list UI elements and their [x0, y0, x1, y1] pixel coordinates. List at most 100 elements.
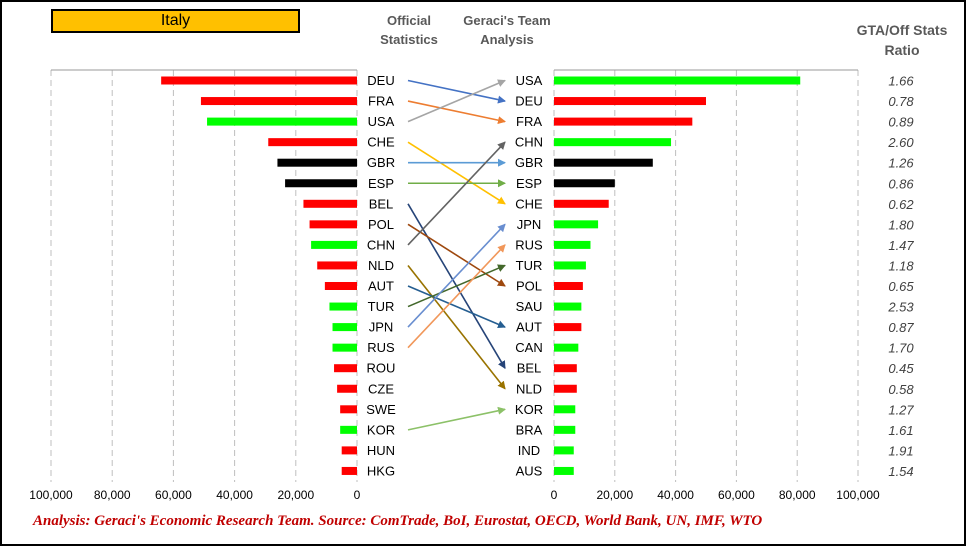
arrow-usa	[407, 79, 506, 123]
official-bar-aut	[324, 282, 357, 290]
geraci-header-line1: Geraci's Team	[463, 13, 551, 28]
geraci-bar-pol	[554, 282, 583, 290]
geraci-label-chn: CHN	[515, 135, 543, 150]
geraci-bar-aus	[554, 466, 574, 475]
arrow-nld	[407, 264, 506, 390]
geraci-label-che: CHE	[515, 196, 543, 211]
arrow-che	[407, 141, 506, 205]
arrow-aut	[407, 285, 506, 329]
left-tick-label: 20,000	[277, 488, 314, 502]
ratio-value: 1.61	[888, 423, 913, 438]
arrow-kor	[407, 406, 506, 431]
official-label-esp: ESP	[368, 176, 394, 191]
official-bar-jpn	[332, 323, 357, 332]
ratio-value: 1.91	[888, 443, 913, 458]
arrow-deu	[407, 79, 506, 104]
geraci-bar-chn	[554, 138, 672, 147]
geraci-bar-sau	[554, 302, 582, 311]
geraci-label-gbr: GBR	[515, 155, 543, 170]
arrow-tur	[407, 264, 506, 308]
official-bar-gbr	[277, 158, 357, 167]
geraci-bar-ind	[554, 446, 574, 455]
right-tick-label: 20,000	[596, 488, 633, 502]
ratio-value: 0.87	[888, 320, 914, 335]
official-label-nld: NLD	[368, 258, 394, 273]
ratio-value: 1.26	[888, 156, 914, 171]
official-label-cze: CZE	[368, 381, 394, 396]
country-label: Italy	[51, 9, 300, 33]
geraci-label-usa: USA	[516, 73, 543, 88]
official-bar-chn	[311, 240, 357, 249]
official-bar-tur	[329, 302, 357, 311]
official-label-kor: KOR	[367, 422, 395, 437]
official-label-bel: BEL	[369, 196, 394, 211]
geraci-label-nld: NLD	[516, 381, 542, 396]
official-label-che: CHE	[367, 135, 395, 150]
geraci-bar-jpn	[554, 220, 599, 229]
geraci-label-fra: FRA	[516, 114, 542, 129]
official-label-fra: FRA	[368, 94, 394, 109]
ratio-value: 1.80	[888, 217, 914, 232]
ratio-value: 1.27	[888, 402, 914, 417]
geraci-bar-esp	[554, 179, 615, 188]
ratio-value: 1.54	[888, 464, 913, 479]
geraci-analysis-header: Geraci's Team Analysis	[452, 11, 562, 49]
geraci-label-bra: BRA	[516, 422, 543, 437]
arrow-fra	[407, 100, 506, 125]
geraci-label-pol: POL	[516, 279, 542, 294]
official-bar-che	[268, 138, 357, 147]
ratio-value: 2.60	[887, 135, 914, 150]
geraci-bar-che	[554, 199, 609, 208]
official-bar-nld	[317, 261, 357, 270]
ratio-value: 0.62	[888, 197, 914, 212]
ratio-value: 0.65	[888, 279, 914, 294]
geraci-label-rus: RUS	[515, 237, 543, 252]
ratio-header-line1: GTA/Off Stats	[856, 22, 948, 38]
left-tick-label: 40,000	[216, 488, 253, 502]
official-label-tur: TUR	[368, 299, 395, 314]
ratio-value: 0.86	[888, 176, 914, 191]
official-label-hkg: HKG	[367, 463, 395, 478]
geraci-label-esp: ESP	[516, 176, 542, 191]
official-statistics-header: Official Statistics	[365, 11, 453, 49]
geraci-bar-deu	[554, 97, 706, 106]
geraci-label-deu: DEU	[515, 94, 542, 109]
official-bar-hun	[341, 446, 357, 455]
official-bar-hkg	[341, 466, 357, 475]
official-bar-esp	[285, 179, 357, 188]
official-bar-swe	[340, 405, 357, 414]
official-bar-pol	[309, 220, 357, 229]
arrow-pol	[407, 223, 506, 287]
ratio-value: 0.58	[888, 382, 914, 397]
arrow-rus	[407, 244, 506, 349]
official-bar-cze	[337, 384, 357, 393]
geraci-label-bel: BEL	[517, 361, 542, 376]
right-tick-label: 80,000	[779, 488, 816, 502]
geraci-label-kor: KOR	[515, 402, 543, 417]
official-header-line1: Official	[386, 13, 432, 28]
ratio-value: 2.53	[887, 300, 914, 315]
left-tick-label: 100,000	[29, 488, 73, 502]
official-bar-usa	[207, 117, 357, 126]
ratio-value: 1.47	[888, 238, 914, 253]
geraci-bar-usa	[554, 76, 801, 85]
geraci-bar-kor	[554, 405, 576, 414]
geraci-label-aut: AUT	[516, 320, 542, 335]
right-tick-label: 100,000	[836, 488, 880, 502]
ratio-value: 1.18	[888, 258, 914, 273]
ratio-value: 0.89	[888, 115, 913, 130]
arrow-jpn	[407, 223, 506, 328]
right-tick-label: 0	[551, 488, 558, 502]
official-bar-kor	[340, 425, 357, 434]
official-label-rus: RUS	[367, 340, 395, 355]
official-header-line2: Statistics	[380, 32, 438, 47]
geraci-bar-bel	[554, 364, 577, 373]
official-label-usa: USA	[368, 114, 395, 129]
geraci-bar-aut	[554, 323, 582, 332]
official-label-hun: HUN	[367, 443, 395, 458]
official-label-gbr: GBR	[367, 155, 395, 170]
geraci-header-line2: Analysis	[480, 32, 534, 47]
official-label-aut: AUT	[368, 279, 394, 294]
